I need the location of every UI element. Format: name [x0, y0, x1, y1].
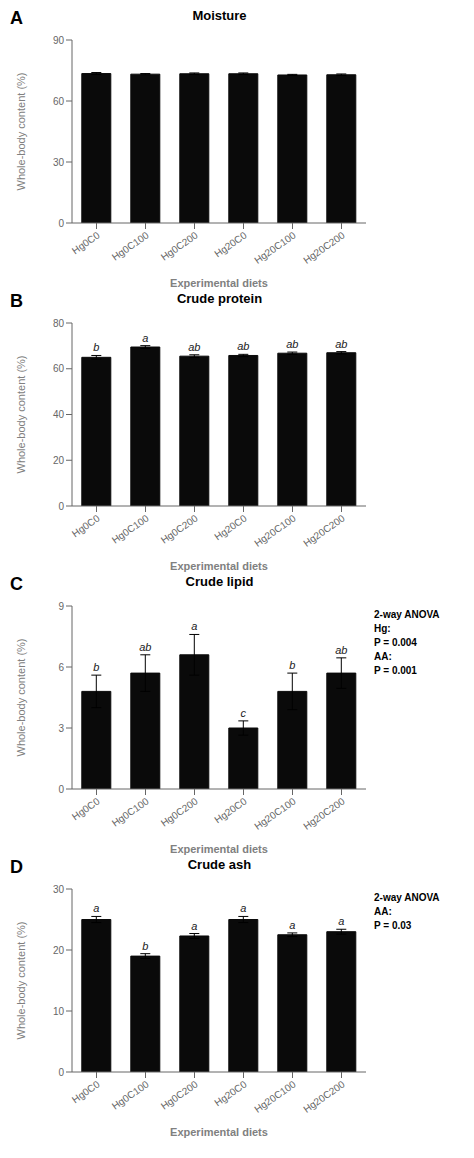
svg-text:ab: ab: [335, 338, 347, 350]
svg-text:ab: ab: [139, 641, 151, 653]
svg-text:Hg20C100: Hg20C100: [252, 229, 298, 266]
svg-text:Hg0C200: Hg0C200: [159, 229, 200, 262]
svg-text:0: 0: [58, 784, 64, 795]
svg-text:Hg0C100: Hg0C100: [110, 795, 151, 828]
svg-text:10: 10: [53, 1006, 65, 1017]
html-text:C: C: [10, 574, 23, 594]
html-text:Crude lipid: Crude lipid: [185, 574, 254, 589]
svg-text:9: 9: [58, 601, 64, 612]
svg-text:Hg20C0: Hg20C0: [212, 229, 249, 259]
html-text:Crude ash: Crude ash: [187, 857, 252, 872]
svg-text:Hg20C200: Hg20C200: [301, 1078, 347, 1115]
svg-text:Hg0C200: Hg0C200: [159, 512, 200, 545]
svg-text:Hg0C200: Hg0C200: [159, 795, 200, 828]
svg-text:a: a: [240, 902, 246, 914]
svg-text:6: 6: [58, 662, 64, 673]
svg-text:Hg0C0: Hg0C0: [70, 1078, 102, 1105]
html-text:2-way ANOVA Hg: P = 0.004 AA:: 2-way ANOVA Hg: P = 0.004 AA: P = 0.001: [374, 609, 440, 676]
svg-text:Hg0C100: Hg0C100: [110, 1078, 151, 1111]
svg-text:30: 30: [53, 884, 65, 895]
svg-text:Whole-body content (%): Whole-body content (%): [15, 639, 27, 757]
svg-text:Hg20C100: Hg20C100: [252, 1078, 298, 1115]
svg-text:Whole-body content (%): Whole-body content (%): [15, 73, 27, 191]
html-text:2-way ANOVA AA: P = 0.03: 2-way ANOVA AA: P = 0.03: [374, 892, 440, 931]
svg-text:b: b: [93, 661, 99, 673]
html-text:Moisture: Moisture: [192, 8, 247, 23]
svg-text:a: a: [338, 915, 344, 927]
svg-text:c: c: [241, 707, 247, 719]
html-text:D: D: [10, 857, 23, 877]
html-text:Crude protein: Crude protein: [176, 291, 263, 306]
svg-text:b: b: [289, 659, 295, 671]
svg-text:0: 0: [58, 218, 64, 229]
svg-text:Hg20C200: Hg20C200: [301, 229, 347, 266]
svg-text:Experimental diets: Experimental diets: [170, 277, 268, 289]
svg-text:Hg20C200: Hg20C200: [301, 512, 347, 549]
svg-text:Experimental diets: Experimental diets: [170, 560, 268, 572]
svg-text:Hg0C100: Hg0C100: [110, 229, 151, 262]
svg-text:Hg0C100: Hg0C100: [110, 512, 151, 545]
svg-text:40: 40: [53, 409, 65, 420]
svg-text:20: 20: [53, 455, 65, 466]
html-text:B: B: [10, 291, 23, 311]
svg-text:Experimental diets: Experimental diets: [170, 843, 268, 855]
svg-text:a: a: [289, 919, 295, 931]
svg-text:Whole-body content (%): Whole-body content (%): [15, 356, 27, 474]
svg-text:0: 0: [58, 501, 64, 512]
svg-text:a: a: [191, 920, 197, 932]
svg-text:Experimental diets: Experimental diets: [170, 1126, 268, 1138]
svg-text:Hg0C0: Hg0C0: [70, 229, 102, 256]
svg-text:20: 20: [53, 945, 65, 956]
svg-text:Whole-body content (%): Whole-body content (%): [15, 922, 27, 1040]
svg-text:ab: ab: [335, 644, 347, 656]
svg-text:a: a: [93, 902, 99, 914]
html-text:A: A: [10, 8, 23, 28]
svg-text:b: b: [93, 341, 99, 353]
svg-text:80: 80: [53, 318, 65, 329]
svg-text:Hg20C100: Hg20C100: [252, 795, 298, 832]
svg-text:90: 90: [53, 35, 65, 46]
svg-text:Hg0C0: Hg0C0: [70, 512, 102, 539]
svg-text:Hg0C200: Hg0C200: [159, 1078, 200, 1111]
svg-text:ab: ab: [286, 338, 298, 350]
svg-text:a: a: [191, 620, 197, 632]
svg-text:60: 60: [53, 96, 65, 107]
svg-text:b: b: [142, 940, 148, 952]
svg-text:Hg20C0: Hg20C0: [212, 795, 249, 825]
svg-text:a: a: [142, 332, 148, 344]
svg-text:ab: ab: [188, 341, 200, 353]
svg-text:30: 30: [53, 157, 65, 168]
svg-text:Hg20C0: Hg20C0: [212, 1078, 249, 1108]
svg-text:3: 3: [58, 723, 64, 734]
svg-text:0: 0: [58, 1067, 64, 1078]
svg-text:ab: ab: [237, 340, 249, 352]
svg-text:60: 60: [53, 363, 65, 374]
svg-text:Hg20C100: Hg20C100: [252, 512, 298, 549]
svg-text:Hg0C0: Hg0C0: [70, 795, 102, 822]
svg-text:Hg20C200: Hg20C200: [301, 795, 347, 832]
svg-text:Hg20C0: Hg20C0: [212, 512, 249, 542]
